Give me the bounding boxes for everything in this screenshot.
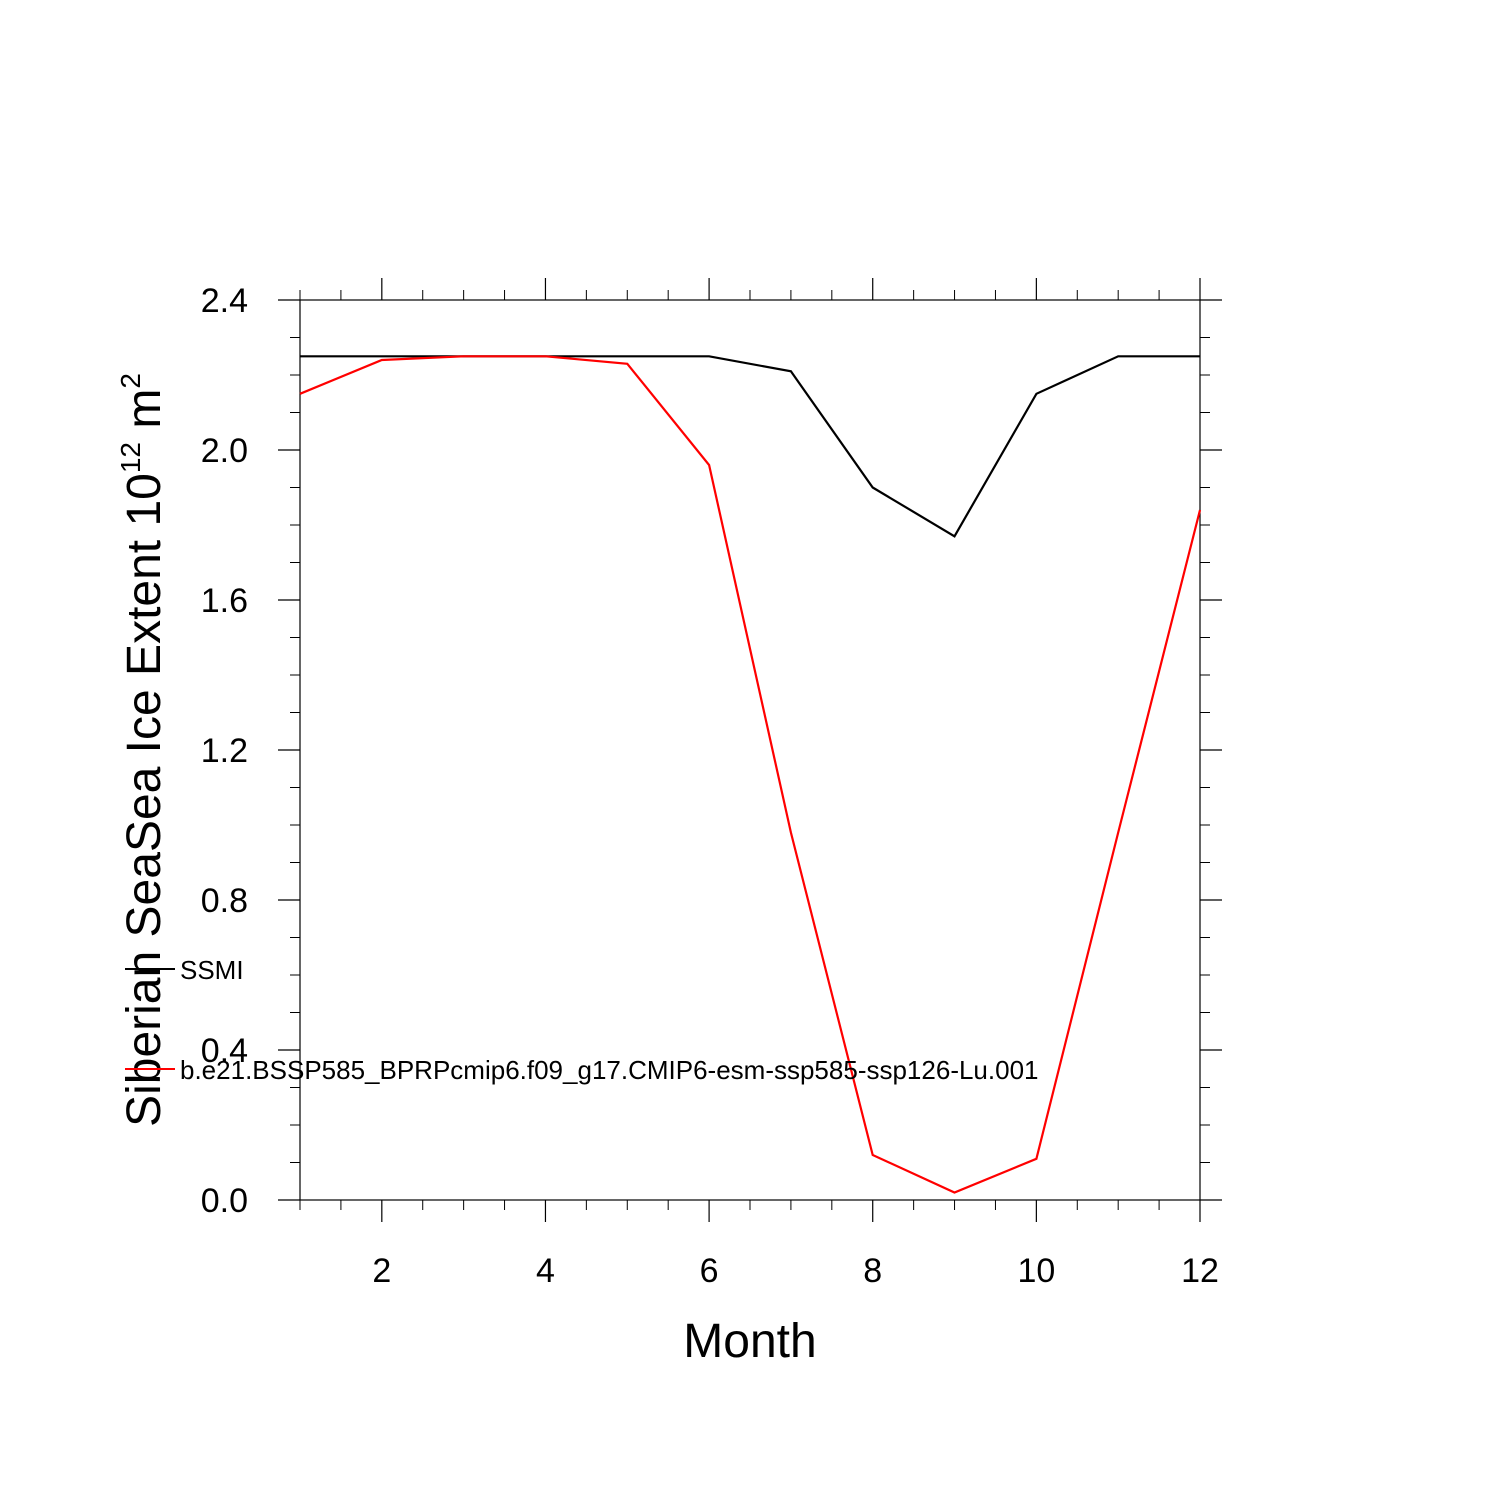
y-tick-label: 2.0 <box>201 432 248 470</box>
x-tick-label: 8 <box>863 1252 882 1290</box>
x-tick-label: 6 <box>700 1252 719 1290</box>
y-axis-title-exponent: 12 <box>115 442 146 473</box>
x-tick-label: 4 <box>536 1252 555 1290</box>
y-tick-label: 1.2 <box>201 732 248 770</box>
series-lines <box>299 355 1202 1194</box>
y-axis-title-text: Siberian SeaSea Ice Extent 10 <box>118 473 171 1127</box>
x-tick-labels: 2 4 6 8 10 12 <box>372 1252 1219 1290</box>
plot-frame <box>299 299 1201 1201</box>
x-tick-label: 10 <box>1017 1252 1055 1290</box>
y-tick-label: 2.4 <box>201 282 248 320</box>
legend: SSMI b.e21.BSSP585_BPRPcmip6.f09_g17.CMI… <box>125 955 1039 1085</box>
y-tick-label: 0.0 <box>201 1182 248 1220</box>
legend-label-ssmi: SSMI <box>180 955 244 985</box>
major-ticks <box>278 278 1222 1222</box>
y-axis-title-unit: m <box>118 389 171 442</box>
series-line-model <box>299 355 1202 1194</box>
legend-label-model: b.e21.BSSP585_BPRPcmip6.f09_g17.CMIP6-es… <box>180 1055 1039 1085</box>
minor-ticks <box>290 290 1210 1210</box>
x-tick-label: 2 <box>372 1252 391 1290</box>
y-tick-labels: 0.0 0.4 0.8 1.2 1.6 2.0 2.4 <box>201 282 248 1220</box>
y-tick-label: 0.8 <box>201 882 248 920</box>
x-axis-title: Month <box>683 1315 816 1368</box>
y-axis-title-unit-exponent: 2 <box>115 373 146 389</box>
y-tick-label: 0.4 <box>201 1032 248 1070</box>
y-axis-title: Siberian SeaSea Ice Extent 1012 m2 <box>115 373 171 1127</box>
x-tick-label: 12 <box>1181 1252 1219 1290</box>
y-tick-label: 1.6 <box>201 582 248 620</box>
series-line-ssmi <box>300 355 1200 538</box>
